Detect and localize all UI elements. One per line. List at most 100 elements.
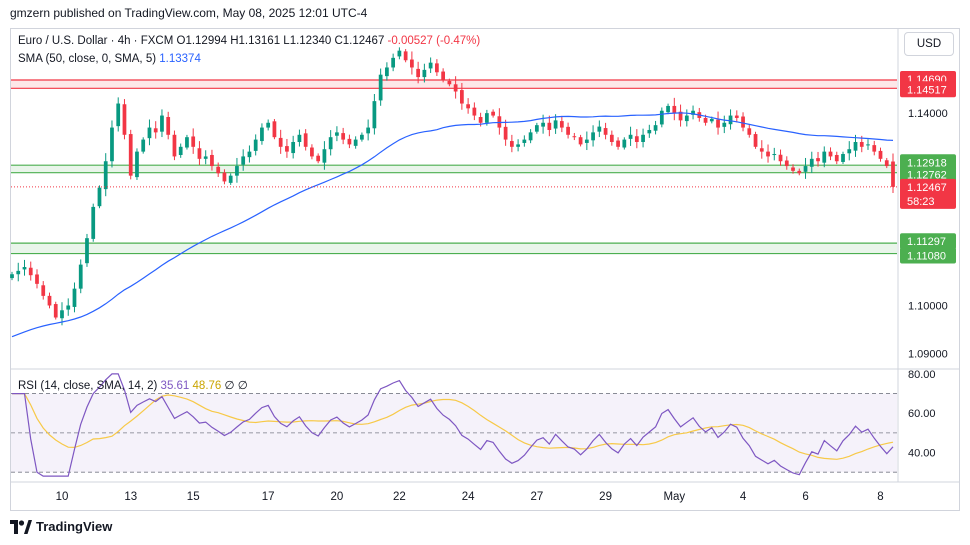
candle <box>678 111 683 121</box>
candle <box>85 238 89 264</box>
candle <box>260 127 264 142</box>
change-value: -0.00527 (-0.47%) <box>387 35 481 47</box>
time-tick-label: 13 <box>124 491 137 503</box>
candle <box>828 151 833 157</box>
candle <box>797 170 802 174</box>
currency-button[interactable]: USD <box>904 32 954 56</box>
candle <box>547 122 552 130</box>
candle <box>603 128 608 135</box>
candle <box>472 107 477 116</box>
rsi-tick-label: 40.00 <box>908 448 936 460</box>
candle <box>853 142 858 151</box>
close-value: C1.12467 <box>334 35 385 47</box>
time-tick-label: 10 <box>56 491 69 503</box>
chart-frame <box>10 28 960 511</box>
rsi-tick-label: 60.00 <box>908 408 936 420</box>
level-label-support-4: 1.11080 <box>907 250 946 262</box>
candle <box>666 105 670 113</box>
level-label-resistance-2: 1.14517 <box>907 84 947 96</box>
time-tick-label: 15 <box>187 491 200 503</box>
candle <box>653 125 658 131</box>
candle <box>778 154 783 162</box>
candle <box>441 71 446 80</box>
candle <box>316 155 321 162</box>
symbol-label: Euro / U.S. Dollar · 4h · FXCM <box>18 35 174 47</box>
candle <box>91 206 96 239</box>
candle <box>491 111 495 116</box>
candle <box>347 138 352 145</box>
candle <box>553 120 558 129</box>
rsi-sma-value: 48.76 <box>192 380 222 392</box>
candle <box>753 134 758 147</box>
candle <box>116 103 121 127</box>
candle <box>584 139 589 143</box>
candle <box>97 187 102 207</box>
rsi-pane <box>11 373 897 477</box>
support-zone-lower-band <box>11 243 897 254</box>
candle <box>466 104 470 109</box>
candle <box>859 142 864 147</box>
rsi-label: RSI (14, close, SMA, 14, 2) <box>18 380 158 392</box>
level-label-support-2-bg <box>900 166 956 183</box>
time-tick-label: 6 <box>802 491 808 503</box>
price-tick-label: 1.09000 <box>908 349 948 361</box>
candle <box>103 161 108 190</box>
footer-brand: TradingView <box>36 519 113 534</box>
candle <box>310 147 314 157</box>
candle <box>285 146 289 152</box>
candle <box>147 127 152 139</box>
sma-line <box>11 112 894 338</box>
price-tick-label: 1.10000 <box>908 300 948 312</box>
level-label-support-3: 1.11297 <box>907 236 946 248</box>
candle <box>303 133 308 147</box>
candle <box>403 51 408 61</box>
candle <box>691 110 695 115</box>
tradingview-footer: TradingView <box>10 519 112 534</box>
candle <box>53 304 58 318</box>
candle <box>684 115 689 122</box>
candle <box>247 151 252 158</box>
candle <box>716 119 720 128</box>
candle <box>516 144 520 147</box>
candle <box>266 122 271 128</box>
candle <box>791 167 795 171</box>
time-tick-label: May <box>663 491 685 503</box>
candle <box>428 62 433 69</box>
candle <box>559 121 564 128</box>
last-price-label-bg <box>900 178 956 209</box>
candle <box>647 129 652 134</box>
candle <box>16 270 21 275</box>
candle <box>734 115 739 118</box>
axis-labels: 1.090001.100001.140001.146901.145171.129… <box>11 29 959 503</box>
candle <box>591 132 595 141</box>
time-tick-label: 20 <box>331 491 344 503</box>
low-value: L1.12340 <box>283 35 332 47</box>
candle <box>872 145 877 152</box>
candle <box>253 139 258 151</box>
support-zone-upper-band <box>11 165 897 173</box>
candle <box>866 144 870 146</box>
candle <box>353 139 358 146</box>
time-tick-label: 27 <box>530 491 543 503</box>
candle <box>397 50 402 57</box>
candle <box>41 285 46 296</box>
candle <box>66 305 71 310</box>
rsi-extra-1: ∅ <box>224 380 235 392</box>
candle <box>47 295 52 306</box>
candle <box>784 160 789 167</box>
level-label-resistance-2-bg <box>900 81 956 98</box>
candle <box>672 105 677 114</box>
candle <box>322 149 327 163</box>
candle <box>578 137 583 145</box>
candle <box>722 122 727 127</box>
candle <box>335 132 339 136</box>
candle <box>416 68 421 78</box>
candle <box>609 134 614 142</box>
candle <box>616 140 620 147</box>
last-price-label: 1.12467 <box>907 182 947 194</box>
candle <box>509 141 514 147</box>
candle <box>878 150 883 159</box>
candle <box>522 139 527 143</box>
candle <box>191 136 196 147</box>
